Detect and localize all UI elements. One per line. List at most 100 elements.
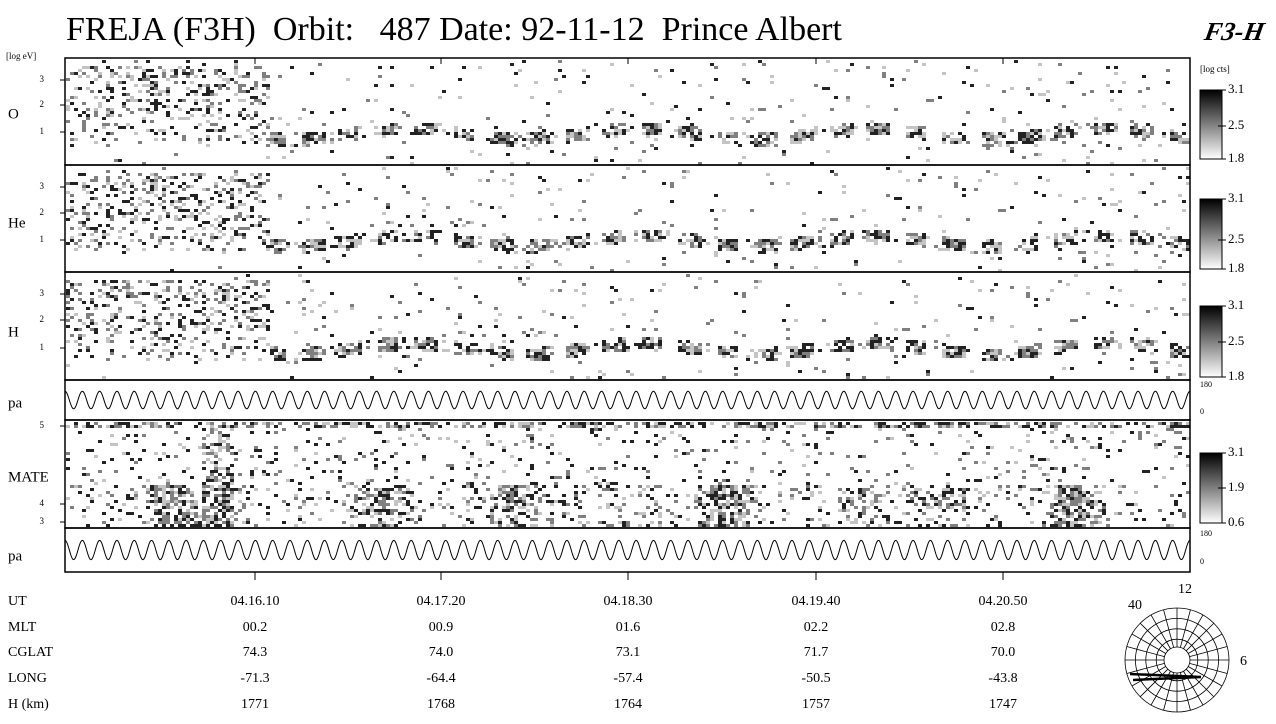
table-row-label: UT bbox=[8, 594, 27, 609]
polar-spoke bbox=[1188, 666, 1223, 687]
y-tick-label: 2 bbox=[40, 99, 45, 109]
polar-spoke bbox=[1163, 609, 1175, 648]
polar-plot bbox=[1124, 607, 1230, 713]
table-row-label: CGLAT bbox=[8, 645, 54, 660]
pitch-angle-wave bbox=[64, 539, 1191, 561]
title: FREJA (F3H) Orbit: 487 Date: 92-11-12 Pr… bbox=[66, 11, 842, 48]
table-value: -50.5 bbox=[801, 671, 830, 686]
spectrogram bbox=[66, 274, 1190, 379]
table-value: 00.9 bbox=[429, 620, 454, 635]
polar-label: 12 bbox=[1178, 582, 1192, 597]
spectrogram bbox=[66, 422, 1190, 527]
polar-spoke bbox=[1185, 622, 1215, 652]
cbar-label: 0 bbox=[1200, 407, 1204, 416]
spectrogram bbox=[66, 167, 1190, 272]
cbar-label: 1.8 bbox=[1228, 368, 1244, 383]
polar-spoke bbox=[1126, 646, 1165, 658]
panel-label: H bbox=[8, 324, 19, 340]
panel-label: MATE bbox=[8, 469, 49, 485]
cbar-label: 180 bbox=[1200, 380, 1212, 389]
y-tick-label: 2 bbox=[40, 314, 45, 324]
orbit-track bbox=[1129, 672, 1202, 682]
table-value: 04.18.30 bbox=[604, 594, 653, 609]
logo-text: F3-H bbox=[1201, 17, 1268, 46]
table-value: 04.19.40 bbox=[792, 594, 841, 609]
table-value: 74.3 bbox=[243, 645, 268, 660]
table-value: 71.7 bbox=[804, 645, 829, 660]
panel-label: pa bbox=[8, 395, 23, 411]
y-tick-label: 1 bbox=[40, 126, 45, 136]
polar-spoke bbox=[1131, 633, 1166, 654]
table-value: 73.1 bbox=[616, 645, 641, 660]
table-row-label: MLT bbox=[8, 620, 37, 635]
y-tick-label: 3 bbox=[40, 516, 45, 526]
table-value: 00.2 bbox=[243, 620, 268, 635]
cbar-label: 2.5 bbox=[1228, 117, 1244, 132]
cbar-label: 1.8 bbox=[1228, 150, 1244, 165]
table-value: 70.0 bbox=[991, 645, 1016, 660]
color-bar bbox=[1199, 198, 1223, 270]
pitch-angle-wave bbox=[64, 390, 1191, 410]
polar-spoke bbox=[1188, 633, 1223, 654]
cbar-label: 1.9 bbox=[1228, 479, 1244, 494]
table-value: 04.17.20 bbox=[417, 594, 466, 609]
table-value: -71.3 bbox=[240, 671, 269, 686]
table-value: 04.16.10 bbox=[231, 594, 280, 609]
polar-spoke bbox=[1139, 622, 1169, 652]
y-tick-label: 2 bbox=[40, 207, 45, 217]
table-value: 74.0 bbox=[429, 645, 454, 660]
cbar-label: 3.1 bbox=[1228, 190, 1244, 205]
cbar-label: 180 bbox=[1200, 529, 1212, 538]
polar-spoke bbox=[1185, 668, 1215, 698]
panel-label: He bbox=[8, 215, 26, 231]
spectrogram bbox=[66, 167, 1190, 272]
table-value: -64.4 bbox=[426, 671, 455, 686]
cbar-label: 1.8 bbox=[1228, 260, 1244, 275]
polar-spoke bbox=[1183, 614, 1204, 649]
polar-ring bbox=[1163, 646, 1191, 674]
table-value: 01.6 bbox=[616, 620, 641, 635]
y-tick-label: 3 bbox=[40, 181, 45, 191]
polar-spoke bbox=[1189, 646, 1228, 658]
polar-spoke bbox=[1139, 668, 1169, 698]
table-value: 1771 bbox=[241, 697, 269, 712]
table-row-label: H (km) bbox=[8, 697, 49, 712]
table-row-label: LONG bbox=[8, 671, 47, 686]
spectrogram bbox=[70, 60, 1186, 165]
y-tick-label: 1 bbox=[40, 234, 45, 244]
cbar-label: 0 bbox=[1200, 557, 1204, 566]
panel-label: O bbox=[8, 106, 19, 122]
polar-spoke bbox=[1189, 662, 1228, 674]
logo: F3-H bbox=[1201, 17, 1268, 46]
polar-label: 40 bbox=[1128, 598, 1142, 613]
y-tick-label: 1 bbox=[40, 342, 45, 352]
table-value: 1757 bbox=[802, 697, 830, 712]
polar-spoke bbox=[1126, 662, 1165, 674]
spectrogram bbox=[66, 274, 1190, 379]
cbar-label: 3.1 bbox=[1228, 81, 1244, 96]
y-tick-label: 3 bbox=[40, 288, 45, 298]
table-value: -57.4 bbox=[613, 671, 642, 686]
table-value: 02.8 bbox=[991, 620, 1016, 635]
table-value: 04.20.50 bbox=[979, 594, 1028, 609]
spectrogram bbox=[66, 422, 1190, 527]
polar-spoke bbox=[1150, 671, 1171, 706]
panel-label: pa bbox=[8, 548, 23, 564]
y-tick-label: 4 bbox=[40, 498, 45, 508]
table-value: 02.2 bbox=[804, 620, 829, 635]
color-bar bbox=[1199, 89, 1223, 160]
table-value: 1768 bbox=[427, 697, 455, 712]
cbar-label: 2.5 bbox=[1228, 231, 1244, 246]
polar-label: 6 bbox=[1240, 654, 1247, 669]
table-value: -43.8 bbox=[988, 671, 1017, 686]
cbar-label: 0.6 bbox=[1228, 514, 1245, 529]
y-tick-label: 3 bbox=[40, 74, 45, 84]
y-tick-label: 5 bbox=[40, 420, 45, 430]
cbar-label: 2.5 bbox=[1228, 333, 1244, 348]
cbar-label: 3.1 bbox=[1228, 444, 1244, 459]
spectrogram bbox=[66, 422, 1190, 527]
cbar-label: 3.1 bbox=[1228, 297, 1244, 312]
polar-spoke bbox=[1131, 666, 1166, 687]
polar-spoke bbox=[1150, 614, 1171, 649]
